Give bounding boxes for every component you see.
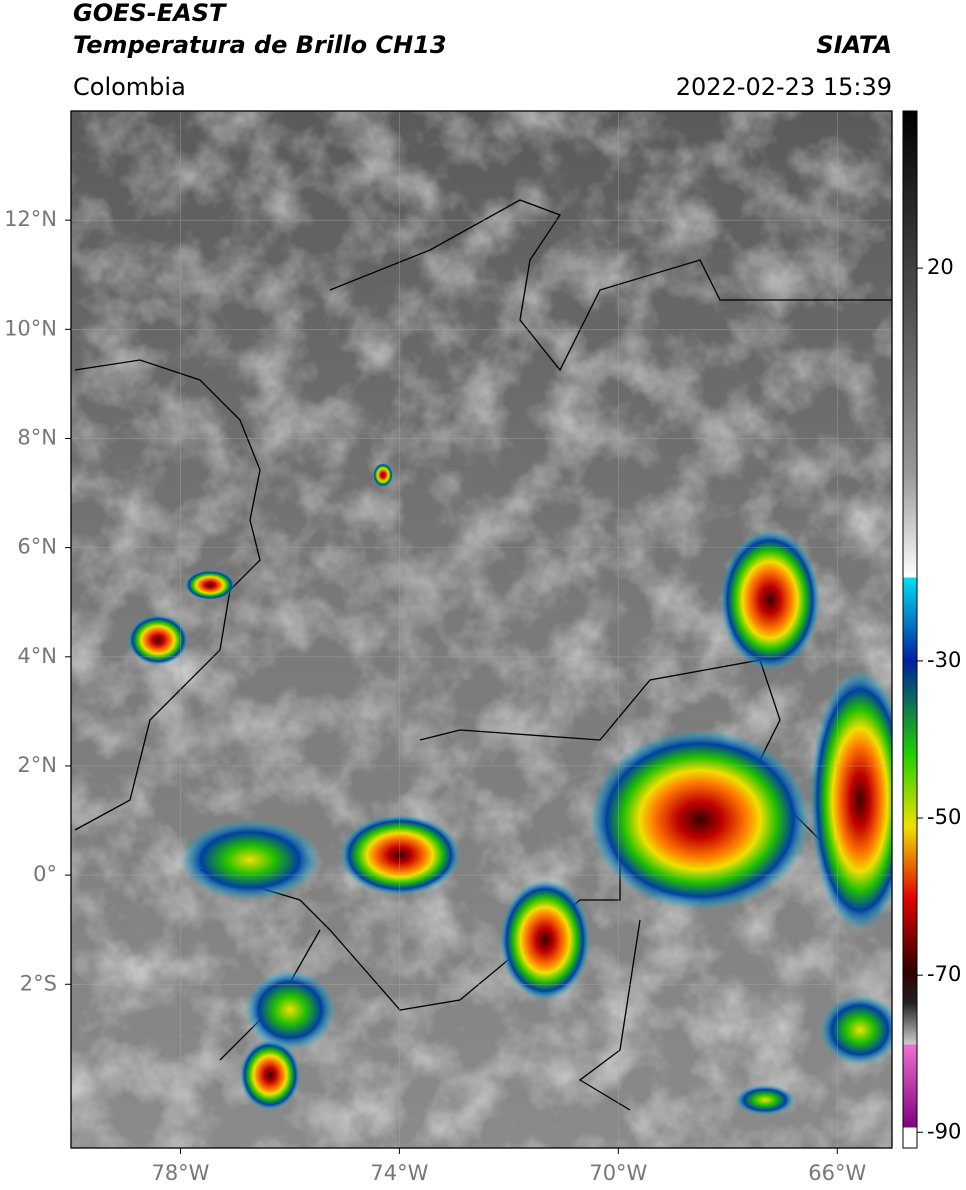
lon-tick-label: 78°W bbox=[151, 1161, 209, 1185]
title: GOES-EAST bbox=[73, 0, 227, 27]
lat-tick-label: 12°N bbox=[4, 207, 57, 231]
satellite-image bbox=[71, 111, 892, 1148]
lon-tick-label: 74°W bbox=[370, 1161, 428, 1185]
lat-tick-label: 0° bbox=[33, 862, 57, 886]
source: SIATA bbox=[816, 31, 892, 59]
lat-tick-label: 10°N bbox=[4, 316, 57, 340]
lat-tick-label: 2°S bbox=[20, 971, 57, 995]
lat-tick-label: 4°N bbox=[17, 644, 57, 668]
colorbar-label: -90 bbox=[927, 1119, 961, 1143]
colorbar bbox=[902, 110, 918, 1149]
colorbar-label: -70 bbox=[927, 962, 961, 986]
colorbar-label: 20 bbox=[927, 255, 954, 279]
region: Colombia bbox=[73, 73, 186, 101]
lon-tick-label: 66°W bbox=[808, 1161, 866, 1185]
colorbar-label: -30 bbox=[927, 648, 961, 672]
datetime: 2022-02-23 15:39 bbox=[676, 73, 892, 101]
graticule bbox=[71, 111, 892, 1148]
colorbar-label: -50 bbox=[927, 805, 961, 829]
map-frame bbox=[70, 110, 893, 1149]
subtitle: Temperatura de Brillo CH13 bbox=[73, 31, 447, 59]
lat-tick-label: 8°N bbox=[17, 425, 57, 449]
lat-tick-label: 6°N bbox=[17, 535, 57, 559]
lat-tick-label: 2°N bbox=[17, 753, 57, 777]
lon-tick-label: 70°W bbox=[589, 1161, 647, 1185]
